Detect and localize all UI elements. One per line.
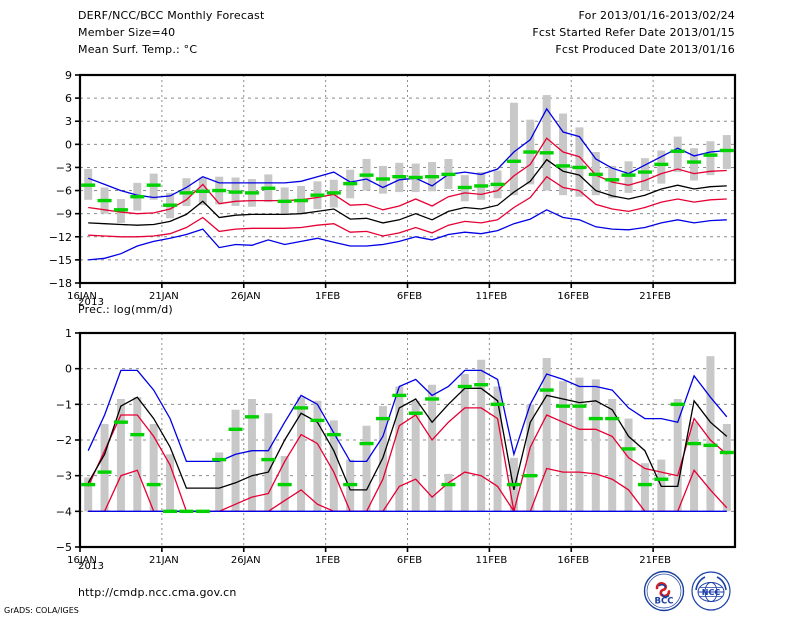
precipitation-xtick-label: 26JAN (231, 555, 261, 566)
spread-bar (690, 422, 699, 512)
spread-bar (575, 377, 584, 512)
precipitation-ytick-label: 0 (65, 363, 72, 376)
precipitation-xtick-label: 16JAN (67, 555, 97, 566)
svg-text:NCC: NCC (702, 588, 721, 597)
precipitation-ytick-label: −3 (56, 470, 72, 483)
temperature-xtick-label: 16FEB (557, 291, 589, 302)
temperature-plot-frame (78, 73, 737, 285)
grads-credit: GrADS: COLA/IGES (4, 606, 79, 615)
precipitation-ytick-label: −5 (56, 541, 72, 554)
temperature-ytick-label: 6 (65, 92, 72, 105)
spread-bar (329, 420, 338, 512)
svg-text:BCC: BCC (655, 597, 674, 607)
spread-bar (673, 136, 682, 173)
spread-bar (559, 113, 568, 196)
precipitation-series-ensemble-mean (87, 387, 728, 491)
forecast-produced-date-label: Fcst Produced Date 2013/01/16 (555, 43, 735, 56)
spread-bar (624, 161, 633, 193)
temperature-series-min (88, 209, 727, 261)
spread-bar (84, 477, 93, 512)
temperature-series-upper-quartile (88, 137, 727, 215)
spread-bar (428, 384, 437, 512)
temperature-xtick-label: 11FEB (476, 291, 508, 302)
precipitation-xtick-label: 1FEB (315, 555, 340, 566)
spread-bar (493, 386, 502, 512)
spread-bar (477, 359, 486, 512)
spread-bar (509, 102, 518, 196)
spread-bar (100, 423, 109, 512)
page-title: DERF/NCC/BCC Monthly Forecast (78, 9, 265, 22)
spread-bar (411, 400, 420, 512)
temperature-ytick-label: −9 (56, 208, 72, 221)
spread-bar (297, 397, 306, 512)
spread-bar (673, 398, 682, 512)
temperature-xtick-label: 6FEB (397, 291, 422, 302)
spread-bar (657, 150, 666, 184)
spread-bar (313, 400, 322, 512)
temperature-xtick-label: 21FEB (639, 291, 671, 302)
spread-bar (722, 423, 731, 512)
spread-bar (247, 398, 256, 512)
temperature-ytick-label: 9 (65, 69, 72, 82)
temperature-ytick-label: −3 (56, 161, 72, 174)
precipitation-ytick-label: −4 (56, 505, 72, 518)
temperature-xaxis-year: 2013 (78, 297, 105, 308)
precipitation-plot-frame (78, 331, 737, 549)
spread-bar (526, 404, 535, 512)
precipitation-xaxis-year: 2013 (78, 561, 105, 572)
spread-bar (608, 398, 617, 512)
forecast-refer-date-label: Fcst Started Refer Date 2013/01/15 (532, 26, 735, 39)
temperature-axis-title: Mean Surf. Temp.: °C (78, 43, 198, 56)
spread-bar (395, 386, 404, 512)
precipitation-xtick-label: 11FEB (476, 555, 508, 566)
temperature-ytick-label: 3 (65, 115, 72, 128)
spread-bar (575, 127, 584, 197)
spread-bar (706, 356, 715, 512)
spread-bar (444, 473, 453, 512)
spread-bar (690, 148, 699, 181)
spread-bar (133, 397, 142, 512)
precipitation-ytick-label: 1 (65, 327, 72, 340)
temperature-series-ensemble-mean (88, 158, 727, 226)
temperature-ytick-label: 0 (65, 138, 72, 151)
spread-bar (624, 418, 633, 512)
spread-bar (559, 381, 568, 512)
temperature-ytick-label: −15 (49, 254, 72, 267)
temperature-ytick-label: −12 (49, 231, 72, 244)
spread-bar (706, 141, 715, 176)
temperature-ytick-label: −6 (56, 185, 72, 198)
spread-bar (362, 425, 371, 512)
spread-bar (542, 357, 551, 512)
member-size-label: Member Size=40 (78, 26, 176, 39)
spread-bar (116, 398, 125, 512)
precipitation-axis-title: Prec.: log(mm/d) (78, 303, 173, 316)
forecast-range-label: For 2013/01/16-2013/02/24 (578, 9, 735, 22)
spread-bar (166, 454, 175, 512)
precipitation-xtick-label: 21FEB (639, 555, 671, 566)
temperature-xtick-label: 1FEB (315, 291, 340, 302)
precipitation-xtick-label: 6FEB (397, 555, 422, 566)
precipitation-xtick-label: 21JAN (149, 555, 179, 566)
spread-bar (460, 374, 469, 512)
spread-bar (149, 423, 158, 512)
temperature-series-lower-quartile (88, 175, 727, 238)
temperature-xtick-label: 26JAN (231, 291, 261, 302)
spread-bar (215, 452, 224, 512)
spread-bar (542, 95, 551, 191)
precipitation-ytick-label: −1 (56, 398, 72, 411)
temperature-xtick-label: 16JAN (67, 291, 97, 302)
spread-bar (231, 409, 240, 512)
temperature-series-max (87, 107, 727, 199)
spread-bar (640, 463, 649, 512)
precipitation-xtick-label: 16FEB (557, 555, 589, 566)
temperature-xtick-label: 21JAN (149, 291, 179, 302)
precipitation-ytick-label: −2 (56, 434, 72, 447)
spread-bar (264, 413, 273, 512)
spread-bar (640, 158, 649, 191)
spread-bar (591, 379, 600, 512)
website-url[interactable]: http://cmdp.ncc.cma.gov.cn (78, 586, 237, 599)
precipitation-series-max (87, 369, 728, 463)
temperature-ytick-label: −18 (49, 277, 72, 290)
